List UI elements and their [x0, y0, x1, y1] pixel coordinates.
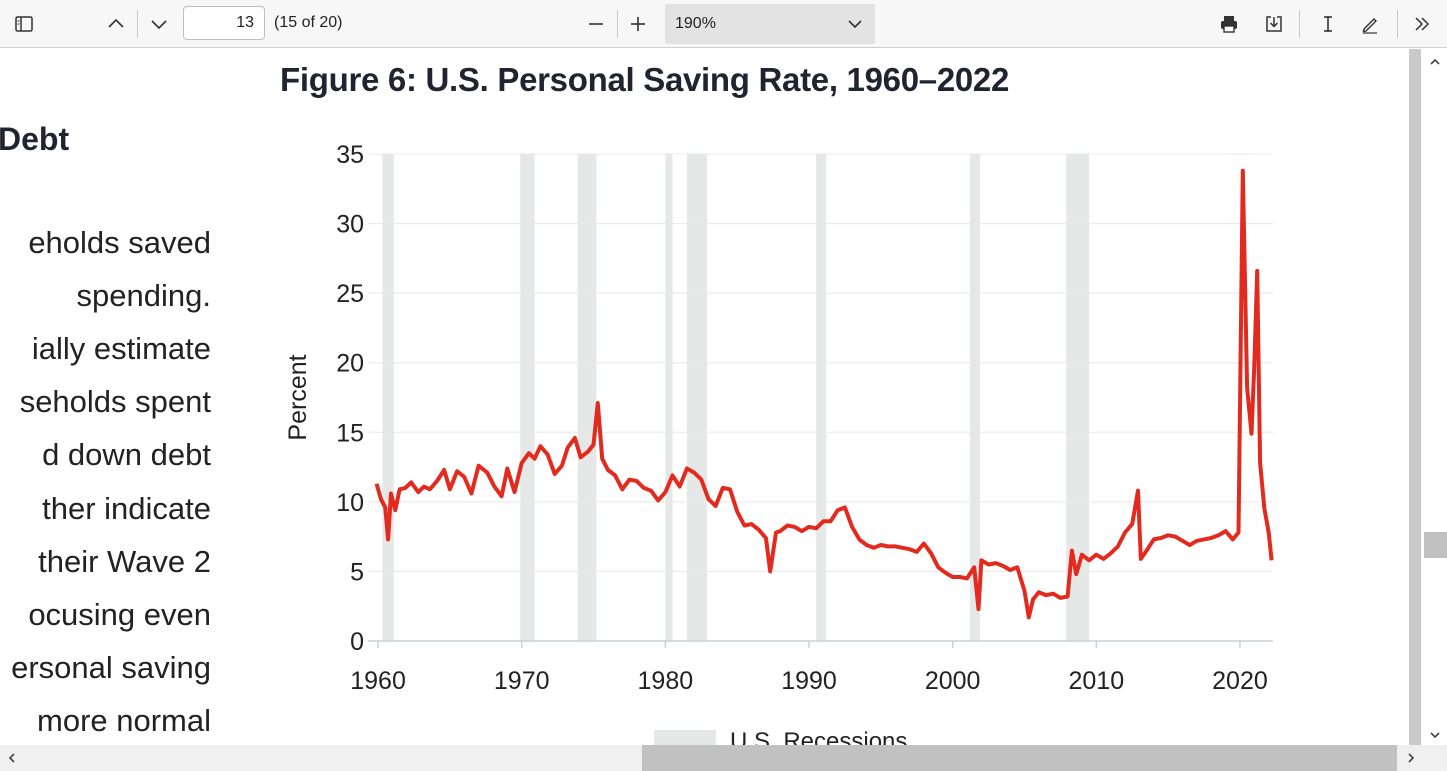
- scroll-down-icon[interactable]: [1427, 727, 1443, 743]
- page-edge: [1409, 49, 1421, 745]
- body-text-line: d down debt: [42, 437, 211, 473]
- y-tick-label: 30: [336, 211, 364, 239]
- x-tick-label: 1960: [350, 667, 406, 695]
- y-tick-label: 0: [350, 628, 364, 656]
- body-text-line: eholds saved: [28, 225, 211, 260]
- body-text-line: more normal: [37, 702, 211, 738]
- y-tick-label: 5: [350, 558, 364, 586]
- x-tick-label: 1970: [494, 667, 550, 695]
- y-tick-label: 35: [336, 141, 364, 169]
- minus-icon[interactable]: [580, 8, 612, 40]
- zoom-select[interactable]: 190%: [665, 4, 875, 44]
- body-text-line: ocusing even: [28, 596, 211, 632]
- recession-band: [665, 154, 673, 641]
- recession-band: [686, 154, 708, 641]
- recession-band: [1066, 154, 1090, 641]
- body-text-line: ther indicate: [42, 490, 211, 526]
- recession-band: [520, 154, 535, 641]
- series-line: [374, 168, 1274, 620]
- page-number-input[interactable]: [183, 6, 265, 40]
- draw-icon[interactable]: [1354, 8, 1386, 40]
- x-tick-label: 2010: [1068, 667, 1124, 695]
- y-tick-label: 25: [336, 280, 364, 308]
- save-icon[interactable]: [1258, 8, 1290, 40]
- x-tick-label: 1990: [781, 667, 837, 695]
- chevron-down-icon: [848, 20, 862, 29]
- zoom-value: 190%: [675, 15, 716, 32]
- recession-band: [816, 154, 827, 641]
- more-tools-icon[interactable]: [1406, 8, 1438, 40]
- body-text-line: ially estimate: [31, 331, 211, 367]
- recession-band: [577, 154, 597, 641]
- plus-icon[interactable]: [622, 8, 654, 40]
- print-icon[interactable]: [1213, 8, 1245, 40]
- document-page: Figure 6: U.S. Personal Saving Rate, 196…: [0, 49, 1409, 745]
- scroll-up-icon[interactable]: [1427, 54, 1443, 70]
- x-tick-label: 2000: [925, 667, 981, 695]
- sidebar-toggle-icon[interactable]: [8, 8, 40, 40]
- chevron-down-icon[interactable]: [143, 8, 175, 40]
- recession-band: [969, 154, 980, 641]
- pdf-toolbar: (15 of 20) 190%: [0, 0, 1447, 48]
- body-text-line: their Wave 2: [38, 543, 211, 579]
- saving-rate-chart: 0 5 10 15 20 25 30 35 1960 1970 1980 1990 2000 2010 20…: [284, 141, 1274, 745]
- y-tick-label: 20: [336, 350, 364, 378]
- page-count: (15 of 20): [274, 14, 343, 31]
- body-text-line: seholds spent: [19, 384, 211, 420]
- body-text-line: spending.: [76, 278, 211, 314]
- recession-band: [382, 154, 394, 641]
- vertical-scroll-thumb[interactable]: [1424, 532, 1447, 558]
- scroll-left-icon[interactable]: [4, 750, 20, 766]
- chevron-up-icon[interactable]: [100, 8, 132, 40]
- body-text-line: ersonal saving: [11, 649, 211, 685]
- figure-title: Figure 6: U.S. Personal Saving Rate, 196…: [280, 61, 1010, 98]
- section-heading: Debt: [0, 121, 70, 157]
- y-tick-label: 15: [336, 419, 364, 447]
- x-tick-label: 2020: [1212, 667, 1268, 695]
- text-cursor-icon[interactable]: [1312, 8, 1344, 40]
- x-tick-label: 1980: [638, 667, 694, 695]
- y-tick-label: 10: [336, 489, 364, 517]
- horizontal-scroll-thumb[interactable]: [642, 745, 1397, 771]
- scroll-right-icon[interactable]: [1403, 750, 1419, 766]
- legend-label: U.S. Recessions: [730, 728, 907, 745]
- y-axis-label: Percent: [284, 354, 312, 440]
- legend-swatch: [654, 730, 716, 745]
